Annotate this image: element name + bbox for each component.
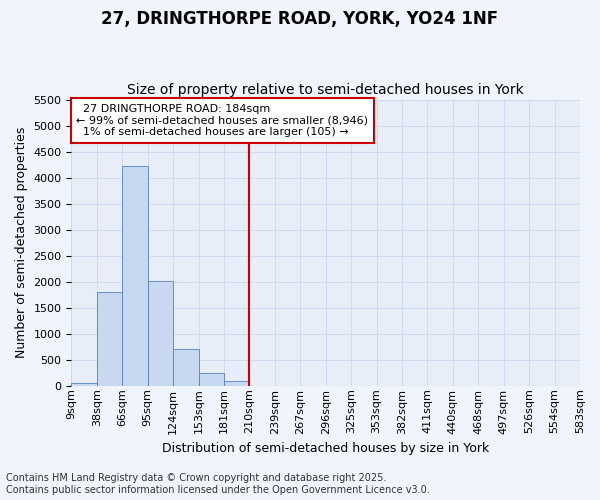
Bar <box>71 383 97 386</box>
Bar <box>97 292 122 386</box>
Y-axis label: Number of semi-detached properties: Number of semi-detached properties <box>15 127 28 358</box>
Bar <box>173 349 199 386</box>
Title: Size of property relative to semi-detached houses in York: Size of property relative to semi-detach… <box>127 83 524 97</box>
X-axis label: Distribution of semi-detached houses by size in York: Distribution of semi-detached houses by … <box>162 442 490 455</box>
Text: 27, DRINGTHORPE ROAD, YORK, YO24 1NF: 27, DRINGTHORPE ROAD, YORK, YO24 1NF <box>101 10 499 28</box>
Text: 27 DRINGTHORPE ROAD: 184sqm
← 99% of semi-detached houses are smaller (8,946)
  : 27 DRINGTHORPE ROAD: 184sqm ← 99% of sem… <box>76 104 368 137</box>
Bar <box>199 374 224 386</box>
Bar <box>148 281 173 386</box>
Text: Contains HM Land Registry data © Crown copyright and database right 2025.
Contai: Contains HM Land Registry data © Crown c… <box>6 474 430 495</box>
Bar <box>122 166 148 386</box>
Bar <box>224 381 250 386</box>
